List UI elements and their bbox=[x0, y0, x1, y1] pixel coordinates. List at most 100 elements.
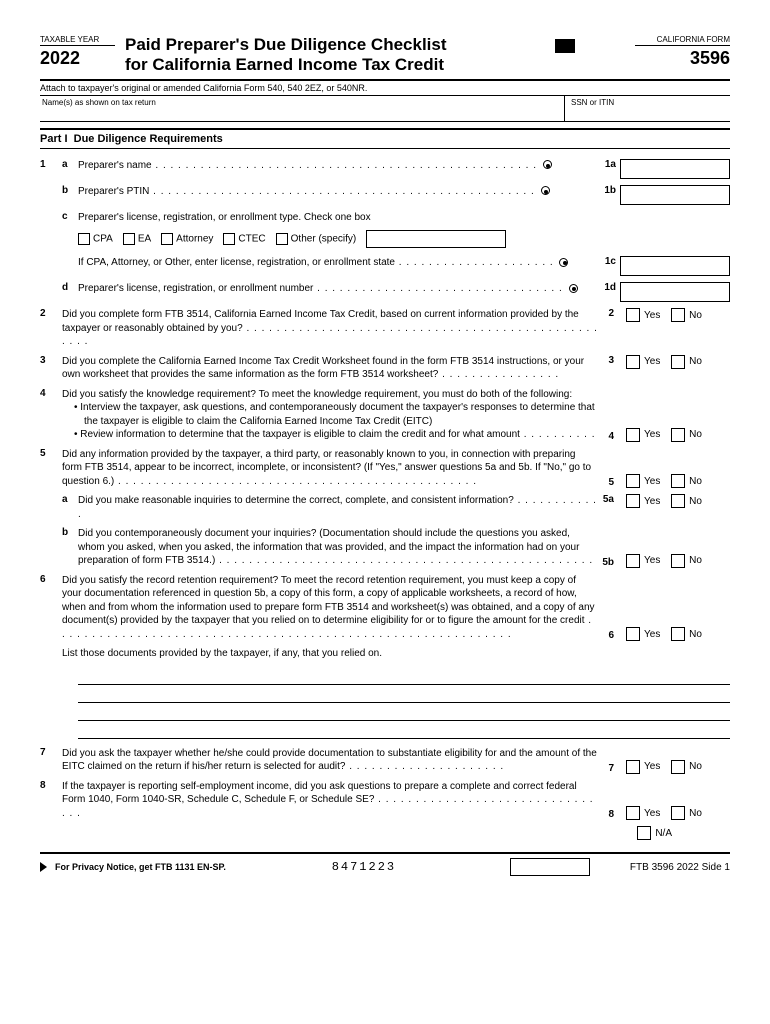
line-5a: a Did you make reasonable inquiries to d… bbox=[40, 494, 730, 521]
form-number: 3596 bbox=[635, 48, 730, 69]
form-title-2: for California Earned Income Tax Credit bbox=[125, 55, 545, 75]
names-label[interactable]: Name(s) as shown on tax return bbox=[40, 96, 565, 121]
q7-text: Did you ask the taxpayer whether he/she … bbox=[62, 748, 597, 773]
checkbox-5-no[interactable] bbox=[671, 474, 685, 488]
q6-list-label: List those documents provided by the tax… bbox=[62, 647, 730, 661]
footer-box bbox=[510, 858, 590, 876]
checkbox-ea[interactable] bbox=[123, 233, 135, 245]
q1d-text: Preparer's license, registration, or enr… bbox=[78, 283, 313, 294]
line-1d: d Preparer's license, registration, or e… bbox=[40, 282, 730, 302]
checkbox-3-yes[interactable] bbox=[626, 355, 640, 369]
checkbox-4-yes[interactable] bbox=[626, 428, 640, 442]
q4-intro: Did you satisfy the knowledge requiremen… bbox=[62, 388, 598, 402]
doc-line-4[interactable] bbox=[78, 723, 730, 739]
title-block: Paid Preparer's Due Diligence Checklist … bbox=[125, 35, 545, 75]
california-form-label: CALIFORNIA FORM bbox=[635, 35, 730, 46]
part-header: Part I Due Diligence Requirements bbox=[40, 128, 730, 149]
line-6: 6 Did you satisfy the record retention r… bbox=[40, 574, 730, 642]
triangle-icon bbox=[40, 862, 47, 872]
checkbox-7-yes[interactable] bbox=[626, 760, 640, 774]
q1a-text: Preparer's name bbox=[78, 160, 152, 171]
checkbox-4-no[interactable] bbox=[671, 428, 685, 442]
checkbox-6-no[interactable] bbox=[671, 627, 685, 641]
tag-5a: 5a bbox=[598, 494, 620, 505]
black-marker bbox=[555, 39, 575, 53]
tag-1b: 1b bbox=[596, 185, 620, 196]
checkbox-5a-yes[interactable] bbox=[626, 494, 640, 508]
footer: For Privacy Notice, get FTB 1131 EN-SP. … bbox=[40, 852, 730, 876]
line-1a: 1 a Preparer's name . . . . . . . . . . … bbox=[40, 159, 730, 179]
tax-year: 2022 bbox=[40, 48, 125, 69]
privacy-notice: For Privacy Notice, get FTB 1131 EN-SP. bbox=[55, 862, 226, 872]
target-icon bbox=[569, 284, 578, 293]
form-header: TAXABLE YEAR 2022 Paid Preparer's Due Di… bbox=[40, 35, 730, 75]
target-icon bbox=[543, 160, 552, 169]
line-5: 5 Did any information provided by the ta… bbox=[40, 448, 730, 489]
checkbox-2-yes[interactable] bbox=[626, 308, 640, 322]
tag-1d: 1d bbox=[596, 282, 620, 293]
attach-instruction: Attach to taxpayer's original or amended… bbox=[40, 81, 730, 96]
input-1a[interactable] bbox=[620, 159, 730, 179]
input-1b[interactable] bbox=[620, 185, 730, 205]
checkbox-8-na[interactable] bbox=[637, 826, 651, 840]
checkbox-3-no[interactable] bbox=[671, 355, 685, 369]
line-3: 3 Did you complete the California Earned… bbox=[40, 355, 730, 382]
checkbox-ctec[interactable] bbox=[223, 233, 235, 245]
tag-4: 4 bbox=[598, 431, 620, 442]
line-4: 4 Did you satisfy the knowledge requirem… bbox=[40, 388, 730, 442]
tag-8: 8 bbox=[598, 809, 620, 820]
checkbox-other[interactable] bbox=[276, 233, 288, 245]
checkbox-5b-yes[interactable] bbox=[626, 554, 640, 568]
year-block: TAXABLE YEAR 2022 bbox=[40, 35, 125, 69]
tag-1a: 1a bbox=[596, 159, 620, 170]
line-1c-state: If CPA, Attorney, or Other, enter licens… bbox=[40, 256, 730, 276]
footer-right: FTB 3596 2022 Side 1 bbox=[630, 862, 730, 873]
checkbox-2-no[interactable] bbox=[671, 308, 685, 322]
checkbox-cpa[interactable] bbox=[78, 233, 90, 245]
q5a-text: Did you make reasonable inquiries to det… bbox=[78, 495, 514, 506]
tag-7: 7 bbox=[598, 763, 620, 774]
checkbox-8-yes[interactable] bbox=[626, 806, 640, 820]
doc-line-3[interactable] bbox=[78, 705, 730, 721]
tag-1c: 1c bbox=[596, 256, 620, 267]
tag-5: 5 bbox=[598, 477, 620, 488]
line-8-na: N/A bbox=[40, 826, 730, 840]
input-1c[interactable] bbox=[620, 256, 730, 276]
line-5b: b Did you contemporaneously document you… bbox=[40, 527, 730, 568]
line-6-list-label: List those documents provided by the tax… bbox=[40, 647, 730, 661]
part-title: Due Diligence Requirements bbox=[74, 133, 223, 145]
checkbox-8-no[interactable] bbox=[671, 806, 685, 820]
q6-text: Did you satisfy the record retention req… bbox=[62, 575, 595, 627]
target-icon bbox=[559, 258, 568, 267]
name-ssn-row: Name(s) as shown on tax return SSN or IT… bbox=[40, 96, 730, 122]
q1c-text: Preparer's license, registration, or enr… bbox=[78, 211, 730, 225]
doc-line-1[interactable] bbox=[78, 669, 730, 685]
input-other-specify[interactable] bbox=[366, 230, 506, 248]
line-1c-checks: CPA EA Attorney CTEC Other (specify) bbox=[78, 230, 730, 248]
line-8: 8 If the taxpayer is reporting self-empl… bbox=[40, 780, 730, 821]
q1c-if: If CPA, Attorney, or Other, enter licens… bbox=[78, 257, 395, 268]
checkbox-attorney[interactable] bbox=[161, 233, 173, 245]
footer-code: 8471223 bbox=[226, 860, 502, 874]
checkbox-5-yes[interactable] bbox=[626, 474, 640, 488]
ssn-label[interactable]: SSN or ITIN bbox=[565, 96, 730, 121]
line-1b: b Preparer's PTIN . . . . . . . . . . . … bbox=[40, 185, 730, 205]
taxable-year-label: TAXABLE YEAR bbox=[40, 35, 115, 46]
checkbox-5a-no[interactable] bbox=[671, 494, 685, 508]
line-7: 7 Did you ask the taxpayer whether he/sh… bbox=[40, 747, 730, 774]
q4-b2: Review information to determine that the… bbox=[80, 429, 520, 440]
tag-3: 3 bbox=[598, 355, 620, 366]
q4-b1: Interview the taxpayer, ask questions, a… bbox=[80, 402, 594, 427]
checkbox-6-yes[interactable] bbox=[626, 627, 640, 641]
input-1d[interactable] bbox=[620, 282, 730, 302]
checkbox-5b-no[interactable] bbox=[671, 554, 685, 568]
part-label: Part I bbox=[40, 133, 68, 145]
line-1c-intro: c Preparer's license, registration, or e… bbox=[40, 211, 730, 225]
form-title-1: Paid Preparer's Due Diligence Checklist bbox=[125, 35, 545, 55]
q1b-text: Preparer's PTIN bbox=[78, 186, 149, 197]
tag-6: 6 bbox=[598, 630, 620, 641]
form-content: 1 a Preparer's name . . . . . . . . . . … bbox=[40, 159, 730, 841]
tag-5b: 5b bbox=[598, 557, 620, 568]
checkbox-7-no[interactable] bbox=[671, 760, 685, 774]
doc-line-2[interactable] bbox=[78, 687, 730, 703]
